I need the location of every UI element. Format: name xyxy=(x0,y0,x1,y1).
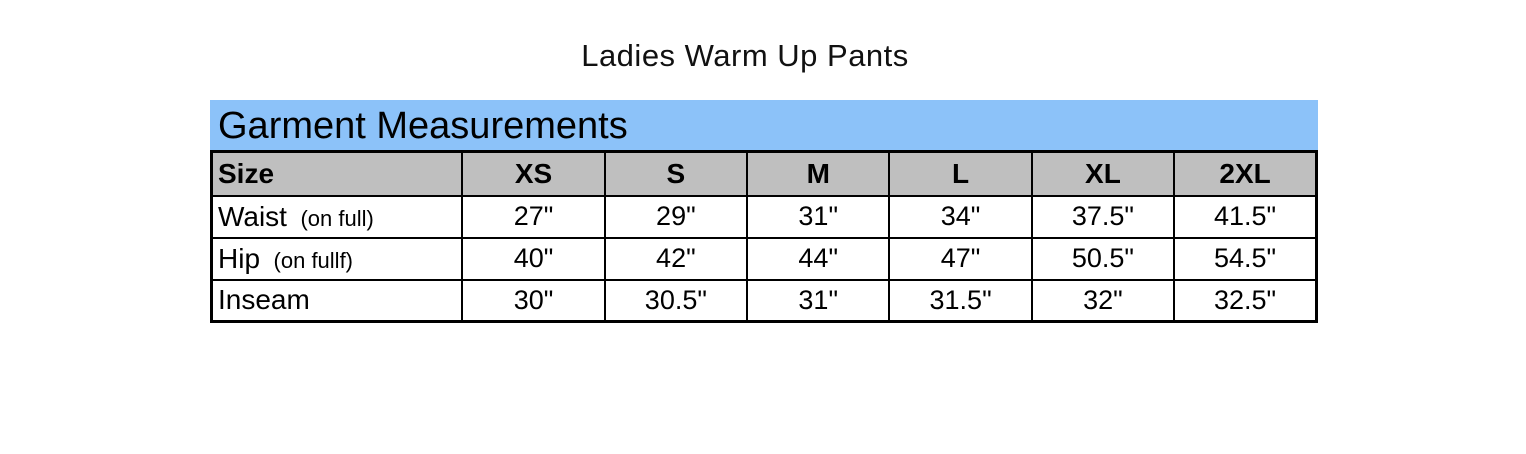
garment-measurements-header: Garment Measurements xyxy=(210,100,1318,150)
cell-hip-2xl: 54.5" xyxy=(1173,236,1318,281)
row-label-hip: Hip (on fullf) xyxy=(210,236,464,281)
column-header-2xl: 2XL xyxy=(1173,150,1318,197)
row-label-inseam: Inseam xyxy=(210,278,464,323)
cell-inseam-m: 31" xyxy=(746,278,891,323)
cell-inseam-s: 30.5" xyxy=(603,278,749,323)
cell-waist-xs: 27" xyxy=(461,194,606,239)
column-header-size: Size xyxy=(210,150,464,197)
cell-inseam-xs: 30" xyxy=(461,278,606,323)
row-label-note: (on fullf) xyxy=(273,247,354,273)
table-row-hip: Hip (on fullf) 40" 42" 44" 47" 50.5" 54.… xyxy=(210,236,1318,281)
row-label-text: Waist xyxy=(218,200,287,232)
page-title: Ladies Warm Up Pants xyxy=(581,38,909,73)
cell-waist-m: 31" xyxy=(746,194,891,239)
column-header-l: L xyxy=(888,150,1033,197)
cell-inseam-2xl: 32.5" xyxy=(1173,278,1318,323)
measurements-table: Size XS S M L XL 2XL Waist (on full) 27"… xyxy=(210,150,1318,323)
row-label-text: Inseam xyxy=(218,284,310,316)
cell-hip-l: 47" xyxy=(888,236,1033,281)
cell-hip-m: 44" xyxy=(746,236,891,281)
cell-inseam-xl: 32" xyxy=(1030,278,1176,323)
row-label-waist: Waist (on full) xyxy=(210,194,464,239)
row-label-text: Hip xyxy=(218,242,261,274)
table-header-row: Size XS S M L XL 2XL xyxy=(210,150,1318,197)
row-label-note: (on full) xyxy=(300,205,374,231)
column-header-xs: XS xyxy=(461,150,606,197)
cell-hip-s: 42" xyxy=(603,236,749,281)
cell-waist-xl: 37.5" xyxy=(1030,194,1176,239)
column-header-xl: XL xyxy=(1030,150,1176,197)
size-chart: Garment Measurements Size XS S M L XL 2X… xyxy=(210,100,1318,323)
cell-hip-xl: 50.5" xyxy=(1030,236,1176,281)
cell-hip-xs: 40" xyxy=(461,236,606,281)
table-row-waist: Waist (on full) 27" 29" 31" 34" 37.5" 41… xyxy=(210,194,1318,239)
column-header-s: S xyxy=(603,150,749,197)
cell-waist-s: 29" xyxy=(603,194,749,239)
cell-waist-2xl: 41.5" xyxy=(1173,194,1318,239)
table-row-inseam: Inseam 30" 30.5" 31" 31.5" 32" 32.5" xyxy=(210,278,1318,323)
cell-inseam-l: 31.5" xyxy=(888,278,1033,323)
column-header-m: M xyxy=(746,150,891,197)
cell-waist-l: 34" xyxy=(888,194,1033,239)
